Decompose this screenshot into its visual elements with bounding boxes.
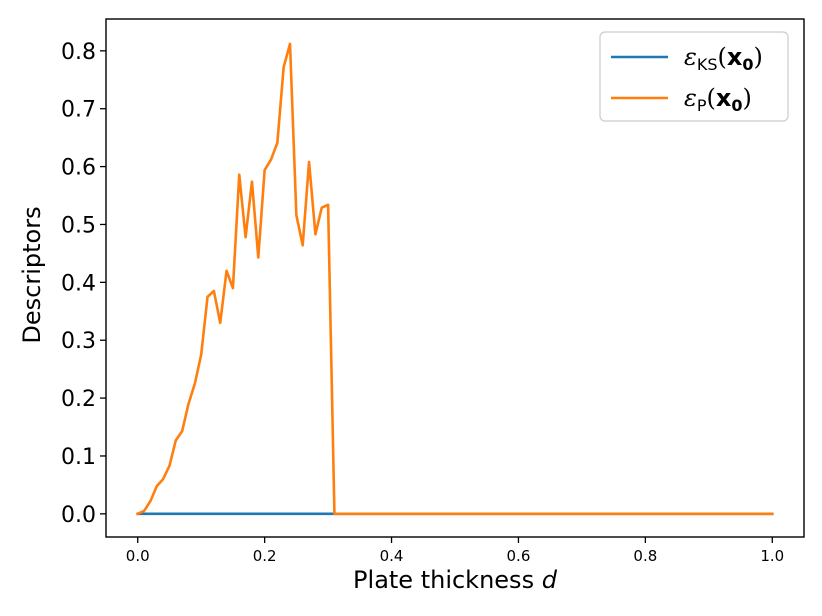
x-axis-label: Plate thickness [353,566,534,594]
x-axis-variable: d [542,566,558,594]
x-tick-label: 0.6 [507,547,531,565]
axes-layer [105,18,805,538]
legend-label-1: εP(x0) [684,84,752,115]
y-tick-label: 0.4 [61,271,96,296]
x-axis-title: Plate thickness d [353,566,558,594]
x-tick-label: 0.0 [126,547,150,565]
legend: εKS(x0) εP(x0) [599,31,789,122]
y-tick-label: 0.7 [61,98,96,123]
y-tick-label: 0.6 [61,156,96,181]
y-tick-label: 0.5 [61,213,96,238]
y-tick-label: 0.0 [61,503,96,528]
y-tick-label: 0.3 [61,329,96,354]
series-layer [136,42,774,516]
x-tick-label: 0.8 [633,547,657,565]
x-axis-ticks: 0.0 0.2 0.4 0.6 0.8 1.0 [126,537,784,565]
y-tick-label: 0.8 [61,40,96,65]
x-tick-label: 0.4 [380,547,404,565]
y-tick-label: 0.1 [61,445,96,470]
series-line-1 [136,42,774,516]
legend-label-0: εKS(x0) [684,43,763,74]
y-axis-title: Descriptors [18,206,46,343]
x-tick-label: 1.0 [760,547,784,565]
y-tick-label: 0.2 [61,387,96,412]
y-axis-ticks: 0.0 0.1 0.2 0.3 0.4 0.5 0.6 0.7 0.8 [61,40,106,528]
axes-frame [105,18,805,538]
x-tick-label: 0.2 [253,547,277,565]
